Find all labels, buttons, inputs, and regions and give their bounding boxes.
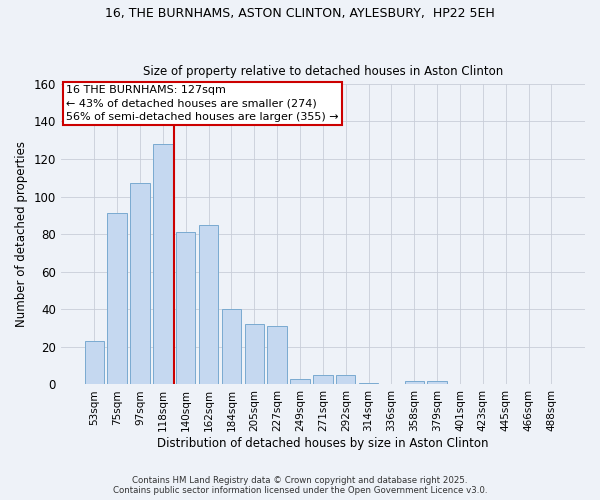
- Bar: [336, 375, 355, 384]
- Bar: [153, 144, 173, 384]
- X-axis label: Distribution of detached houses by size in Aston Clinton: Distribution of detached houses by size …: [157, 437, 488, 450]
- Bar: [85, 341, 104, 384]
- Bar: [130, 184, 150, 384]
- Bar: [107, 214, 127, 384]
- Text: Contains HM Land Registry data © Crown copyright and database right 2025.
Contai: Contains HM Land Registry data © Crown c…: [113, 476, 487, 495]
- Bar: [404, 380, 424, 384]
- Bar: [290, 379, 310, 384]
- Text: 16 THE BURNHAMS: 127sqm
← 43% of detached houses are smaller (274)
56% of semi-d: 16 THE BURNHAMS: 127sqm ← 43% of detache…: [66, 86, 338, 122]
- Title: Size of property relative to detached houses in Aston Clinton: Size of property relative to detached ho…: [143, 66, 503, 78]
- Y-axis label: Number of detached properties: Number of detached properties: [15, 141, 28, 327]
- Bar: [176, 232, 196, 384]
- Bar: [427, 380, 447, 384]
- Bar: [268, 326, 287, 384]
- Bar: [359, 382, 379, 384]
- Bar: [222, 310, 241, 384]
- Text: 16, THE BURNHAMS, ASTON CLINTON, AYLESBURY,  HP22 5EH: 16, THE BURNHAMS, ASTON CLINTON, AYLESBU…: [105, 8, 495, 20]
- Bar: [245, 324, 264, 384]
- Bar: [313, 375, 332, 384]
- Bar: [199, 225, 218, 384]
